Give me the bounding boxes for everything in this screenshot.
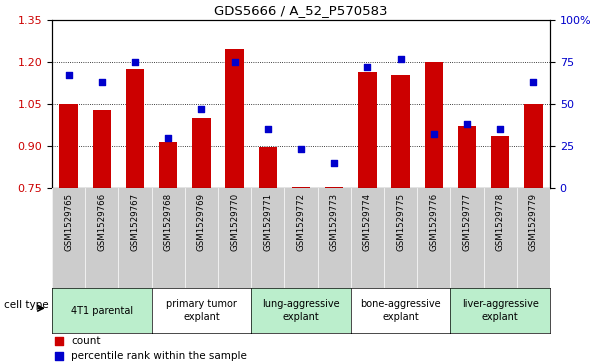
Bar: [60, 104, 78, 188]
Text: GSM1529765: GSM1529765: [64, 193, 73, 251]
Title: GDS5666 / A_52_P570583: GDS5666 / A_52_P570583: [214, 4, 388, 17]
Point: [396, 56, 405, 62]
Text: 4T1 parental: 4T1 parental: [71, 306, 133, 315]
Bar: [126, 69, 144, 188]
Bar: [392, 75, 409, 188]
Point: [463, 121, 472, 127]
Text: GSM1529776: GSM1529776: [430, 193, 438, 251]
Text: GSM1529777: GSM1529777: [463, 193, 471, 251]
Point: [230, 59, 240, 65]
Text: GSM1529769: GSM1529769: [197, 193, 206, 251]
Bar: [159, 142, 178, 188]
Point: [529, 79, 538, 85]
Bar: [491, 136, 509, 188]
Text: GSM1529768: GSM1529768: [163, 193, 173, 251]
Point: [363, 64, 372, 70]
Bar: [225, 49, 244, 188]
Bar: [358, 72, 376, 188]
Bar: [425, 62, 443, 188]
Text: GSM1529774: GSM1529774: [363, 193, 372, 251]
Bar: [192, 118, 211, 188]
Text: GSM1529771: GSM1529771: [263, 193, 273, 251]
Point: [163, 135, 173, 140]
Point: [196, 106, 206, 112]
Point: [54, 338, 64, 344]
Text: percentile rank within the sample: percentile rank within the sample: [71, 351, 247, 362]
Bar: [458, 126, 476, 188]
Bar: [292, 187, 310, 188]
Text: liver-aggressive
explant: liver-aggressive explant: [462, 299, 539, 322]
Text: GSM1529766: GSM1529766: [97, 193, 106, 251]
Point: [496, 126, 505, 132]
Text: lung-aggressive
explant: lung-aggressive explant: [262, 299, 340, 322]
Point: [54, 354, 64, 359]
Text: GSM1529775: GSM1529775: [396, 193, 405, 251]
Text: count: count: [71, 337, 101, 346]
Text: GSM1529767: GSM1529767: [130, 193, 139, 251]
Text: GSM1529770: GSM1529770: [230, 193, 239, 251]
Bar: [258, 147, 277, 188]
Point: [263, 126, 273, 132]
Text: GSM1529778: GSM1529778: [496, 193, 504, 251]
Point: [130, 59, 140, 65]
Text: GSM1529773: GSM1529773: [330, 193, 339, 251]
Bar: [325, 187, 343, 188]
Text: primary tumor
explant: primary tumor explant: [166, 299, 237, 322]
Text: GSM1529772: GSM1529772: [297, 193, 306, 251]
Point: [97, 79, 107, 85]
Bar: [93, 110, 111, 188]
Point: [64, 73, 73, 78]
Text: bone-aggressive
explant: bone-aggressive explant: [360, 299, 441, 322]
Point: [429, 131, 438, 137]
Text: cell type: cell type: [4, 300, 49, 310]
Text: GSM1529779: GSM1529779: [529, 193, 538, 251]
Bar: [525, 104, 543, 188]
Point: [329, 160, 339, 166]
Point: [296, 146, 306, 152]
